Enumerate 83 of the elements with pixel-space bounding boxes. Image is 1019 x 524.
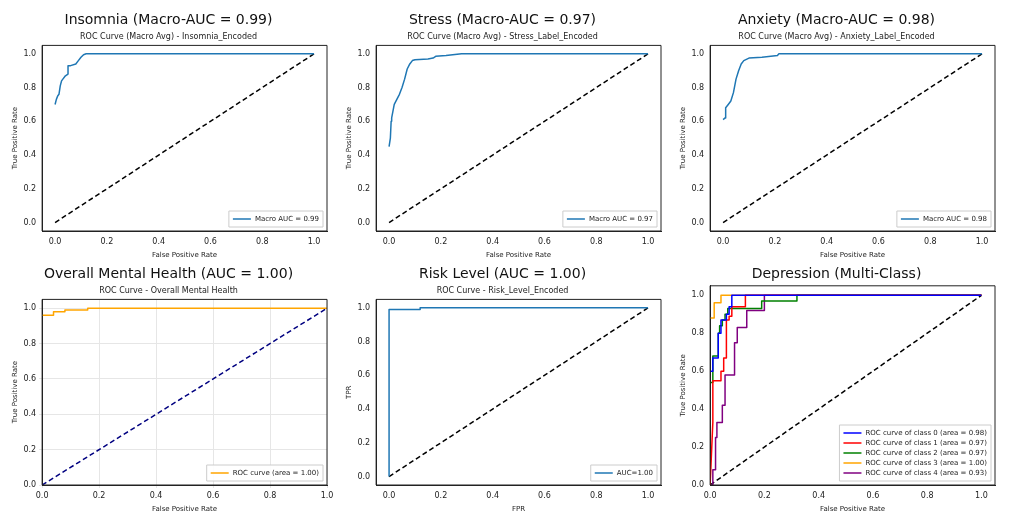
y-tick-label: 0.0 <box>357 471 371 481</box>
x-tick-label: 0.0 <box>382 490 396 500</box>
y-tick-label: 0.6 <box>357 116 371 126</box>
y-tick-label: 0.4 <box>357 150 371 160</box>
chart-subtitle: ROC Curve (Macro Avg) - Stress_Label_Encoded <box>407 31 598 41</box>
x-tick-label: 0.4 <box>486 236 500 246</box>
x-tick-label: 0.0 <box>716 236 730 246</box>
x-tick-label: 1.0 <box>320 490 334 500</box>
chart-title: Risk Level (AUC = 1.00) <box>418 265 587 282</box>
x-tick-label: 0.8 <box>589 490 603 500</box>
x-tick-label: 0.2 <box>434 490 448 500</box>
y-tick-label: 0.4 <box>357 404 371 414</box>
y-tick-label: 1.0 <box>357 48 371 58</box>
y-tick-label: 0.8 <box>357 82 371 92</box>
x-tick-label: 0.4 <box>152 236 166 246</box>
x-tick-label: 0.8 <box>923 236 937 246</box>
y-tick-label: 0.4 <box>691 150 705 160</box>
x-tick-label: 0.6 <box>872 236 885 246</box>
y-tick-label: 0.0 <box>23 480 37 490</box>
x-tick-label: 0.6 <box>538 490 551 500</box>
y-tick-label: 0.4 <box>691 404 705 414</box>
y-tick-label: 1.0 <box>691 48 705 58</box>
x-tick-label: 0.0 <box>35 490 49 500</box>
y-tick-label: 0.6 <box>23 116 37 126</box>
x-tick-label: 0.6 <box>866 490 880 500</box>
y-tick-label: 1.0 <box>23 303 37 313</box>
y-tick-label: 0.4 <box>23 150 37 160</box>
x-tick-label: 0.2 <box>768 236 782 246</box>
x-tick-label: 1.0 <box>975 236 989 246</box>
chart-subtitle: ROC Curve (Macro Avg) - Insomnia_Encoded <box>80 31 257 41</box>
y-tick-label: 0.8 <box>691 328 705 338</box>
x-tick-label: 0.6 <box>204 236 217 246</box>
y-tick-label: 0.8 <box>23 82 37 92</box>
x-tick-label: 0.4 <box>820 236 834 246</box>
x-tick-label: 0.4 <box>812 490 826 500</box>
y-tick-label: 0.8 <box>357 336 371 346</box>
x-tick-label: 0.8 <box>263 490 277 500</box>
y-tick-label: 0.0 <box>691 480 705 490</box>
chart-subtitle: ROC Curve (Macro Avg) - Anxiety_Label_Encoded <box>738 31 935 41</box>
x-tick-label: 0.4 <box>486 490 500 500</box>
y-tick-label: 0.4 <box>23 409 37 419</box>
y-tick-label: 1.0 <box>691 290 705 300</box>
x-tick-label: 0.4 <box>149 490 163 500</box>
chart-title: Stress (Macro-AUC = 0.97) <box>408 11 597 28</box>
x-tick-label: 0.2 <box>758 490 771 500</box>
x-tick-label: 0.2 <box>434 236 448 246</box>
x-tick-label: 0.0 <box>703 490 717 500</box>
y-tick-label: 0.2 <box>23 183 37 193</box>
chart-subtitle: ROC Curve - Risk_Level_Encoded <box>436 285 569 295</box>
y-tick-label: 0.0 <box>23 217 37 227</box>
chart-title: Depression (Multi-Class) <box>751 265 922 282</box>
y-tick-label: 1.0 <box>23 48 37 58</box>
y-tick-label: 0.2 <box>357 437 371 447</box>
y-tick-label: 0.6 <box>691 116 705 126</box>
y-tick-label: 0.2 <box>691 442 705 452</box>
chart-title: Insomnia (Macro-AUC = 0.99) <box>64 11 273 28</box>
x-tick-label: 0.6 <box>206 490 220 500</box>
y-tick-label: 0.2 <box>691 183 705 193</box>
y-tick-label: 0.2 <box>357 183 371 193</box>
x-tick-label: 0.2 <box>100 236 114 246</box>
y-tick-label: 1.0 <box>357 302 371 312</box>
x-tick-label: 0.6 <box>538 236 551 246</box>
chart-title: Anxiety (Macro-AUC = 0.98) <box>737 11 936 28</box>
x-tick-label: 1.0 <box>307 236 321 246</box>
x-tick-label: 0.0 <box>382 236 396 246</box>
chart-subtitle: ROC Curve - Overall Mental Health <box>99 285 238 295</box>
y-tick-label: 0.0 <box>357 217 371 227</box>
x-tick-label: 1.0 <box>975 490 988 500</box>
x-tick-label: 0.8 <box>920 490 934 500</box>
x-tick-label: 0.8 <box>255 236 269 246</box>
x-tick-label: 0.8 <box>589 236 603 246</box>
y-tick-label: 0.8 <box>23 338 37 348</box>
y-tick-label: 0.6 <box>357 370 371 380</box>
y-tick-label: 0.8 <box>691 82 705 92</box>
x-tick-label: 0.2 <box>92 490 106 500</box>
y-tick-label: 0.0 <box>691 217 705 227</box>
x-tick-label: 1.0 <box>641 236 655 246</box>
y-tick-label: 0.2 <box>23 444 37 454</box>
x-tick-label: 0.0 <box>48 236 62 246</box>
chart-title: Overall Mental Health (AUC = 1.00) <box>43 265 294 282</box>
y-tick-label: 0.6 <box>23 374 37 384</box>
x-tick-label: 1.0 <box>641 490 655 500</box>
y-tick-label: 0.6 <box>691 366 705 376</box>
